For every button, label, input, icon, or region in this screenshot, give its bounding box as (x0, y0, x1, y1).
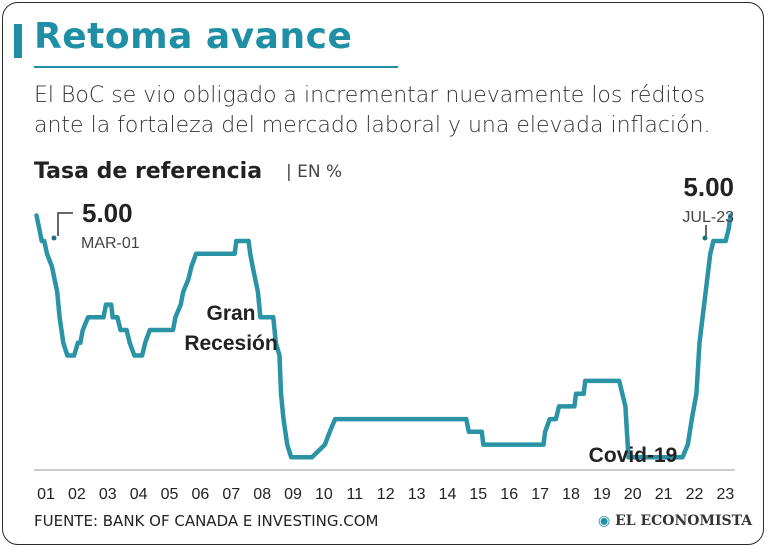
x-tick-label: 19 (593, 486, 611, 503)
end-point-marker (702, 235, 708, 241)
x-tick-label: 11 (346, 486, 363, 503)
x-tick-label: 01 (37, 486, 55, 503)
page-title: Retoma avance (34, 16, 353, 57)
title-underline (34, 66, 398, 68)
chart-unit: | EN % (286, 162, 343, 182)
chart-title: Tasa de referencia (34, 159, 263, 184)
start-point-marker (51, 235, 57, 241)
logo-mark-icon: ◉ (598, 513, 611, 529)
x-tick-label: 03 (99, 486, 117, 503)
end-value-label: 5.00 (683, 172, 734, 202)
x-tick-label: 17 (531, 486, 549, 503)
x-tick-labels: 01 02 03 04 05 06 07 08 09 10 11 12 13 14 15 16 17 18 19 20… (37, 486, 734, 503)
x-tick-label: 22 (686, 486, 704, 503)
x-tick-label: 13 (408, 486, 426, 503)
annotation-gran: Gran (206, 302, 255, 325)
annotation-recesion: Recesión (184, 332, 277, 355)
logo-text: EL ECONOMISTA (615, 513, 753, 529)
start-value-label: 5.00 (82, 198, 133, 228)
x-tick-label: 12 (377, 486, 395, 503)
x-tick-label: 16 (500, 486, 518, 503)
x-tick-label: 07 (222, 486, 240, 503)
x-tick-label: 15 (469, 486, 487, 503)
x-tick-label: 08 (253, 486, 271, 503)
x-tick-label: 05 (161, 486, 179, 503)
page-subtitle: El BoC se vio obligado a incrementar nue… (34, 83, 711, 138)
x-tick-label: 23 (717, 486, 735, 503)
source-note: FUENTE: BANK OF CANADA E INVESTING.COM (34, 512, 379, 530)
publisher-logo: ◉ EL ECONOMISTA (598, 513, 752, 529)
annotation-covid: Covid-19 (589, 444, 678, 467)
series-line-tasa (34, 213, 733, 460)
x-tick-label: 18 (562, 486, 580, 503)
x-tick-label: 02 (68, 486, 86, 503)
x-tick-label: 06 (192, 486, 210, 503)
x-tick-label: 21 (655, 486, 673, 503)
start-date-label: MAR-01 (81, 235, 140, 252)
x-tick-label: 14 (439, 486, 457, 503)
title-accent-bar (14, 24, 22, 58)
start-callout-leader (57, 212, 73, 236)
x-tick-label: 10 (315, 486, 333, 503)
x-tick-label: 20 (624, 486, 642, 503)
x-tick-label: 09 (284, 486, 302, 503)
end-date-label: JUL-23 (682, 209, 734, 226)
x-tick-label: 04 (130, 486, 148, 503)
